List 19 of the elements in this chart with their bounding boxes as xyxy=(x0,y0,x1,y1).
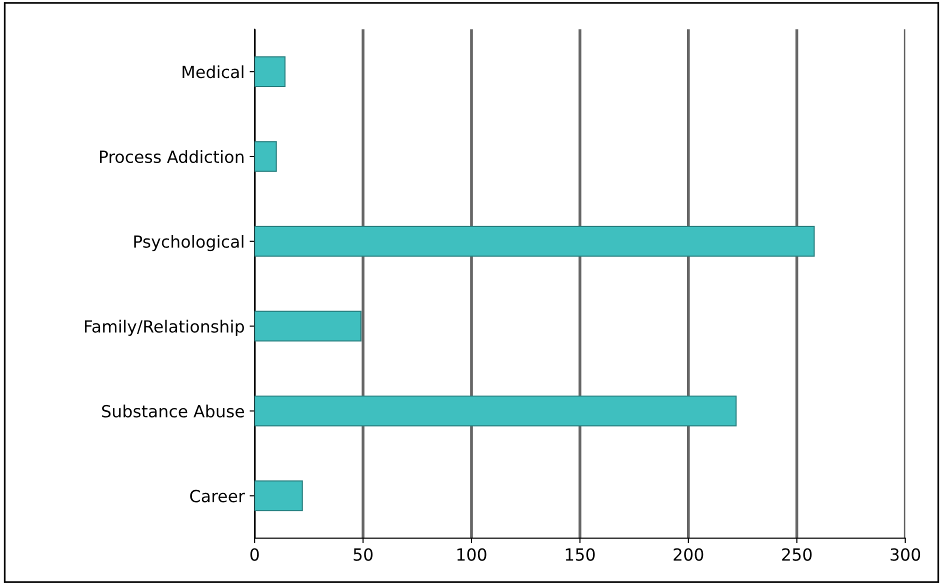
x-tick-label: 0 xyxy=(250,548,259,561)
y-tick-label: Substance Abuse xyxy=(102,404,244,418)
x-tick-label: 200 xyxy=(674,548,704,561)
x-tick-label: 150 xyxy=(566,548,595,561)
y-tick-label: Psychological xyxy=(134,234,244,252)
bar xyxy=(254,226,815,257)
y-tick-label: Family/Relationship xyxy=(84,320,244,336)
bar xyxy=(254,480,303,512)
y-tick-label: Career xyxy=(190,490,245,502)
x-tick-label: 300 xyxy=(890,548,920,561)
x-tick-label: 100 xyxy=(457,548,486,561)
bar xyxy=(254,396,737,426)
x-tick-label: 50 xyxy=(354,548,373,561)
bar xyxy=(254,310,362,342)
x-tick-label: 250 xyxy=(782,548,812,561)
bar xyxy=(254,141,277,172)
bar xyxy=(254,56,286,88)
y-tick-label: Medical xyxy=(182,65,244,78)
y-tick-label: Process Addiction xyxy=(100,150,244,164)
